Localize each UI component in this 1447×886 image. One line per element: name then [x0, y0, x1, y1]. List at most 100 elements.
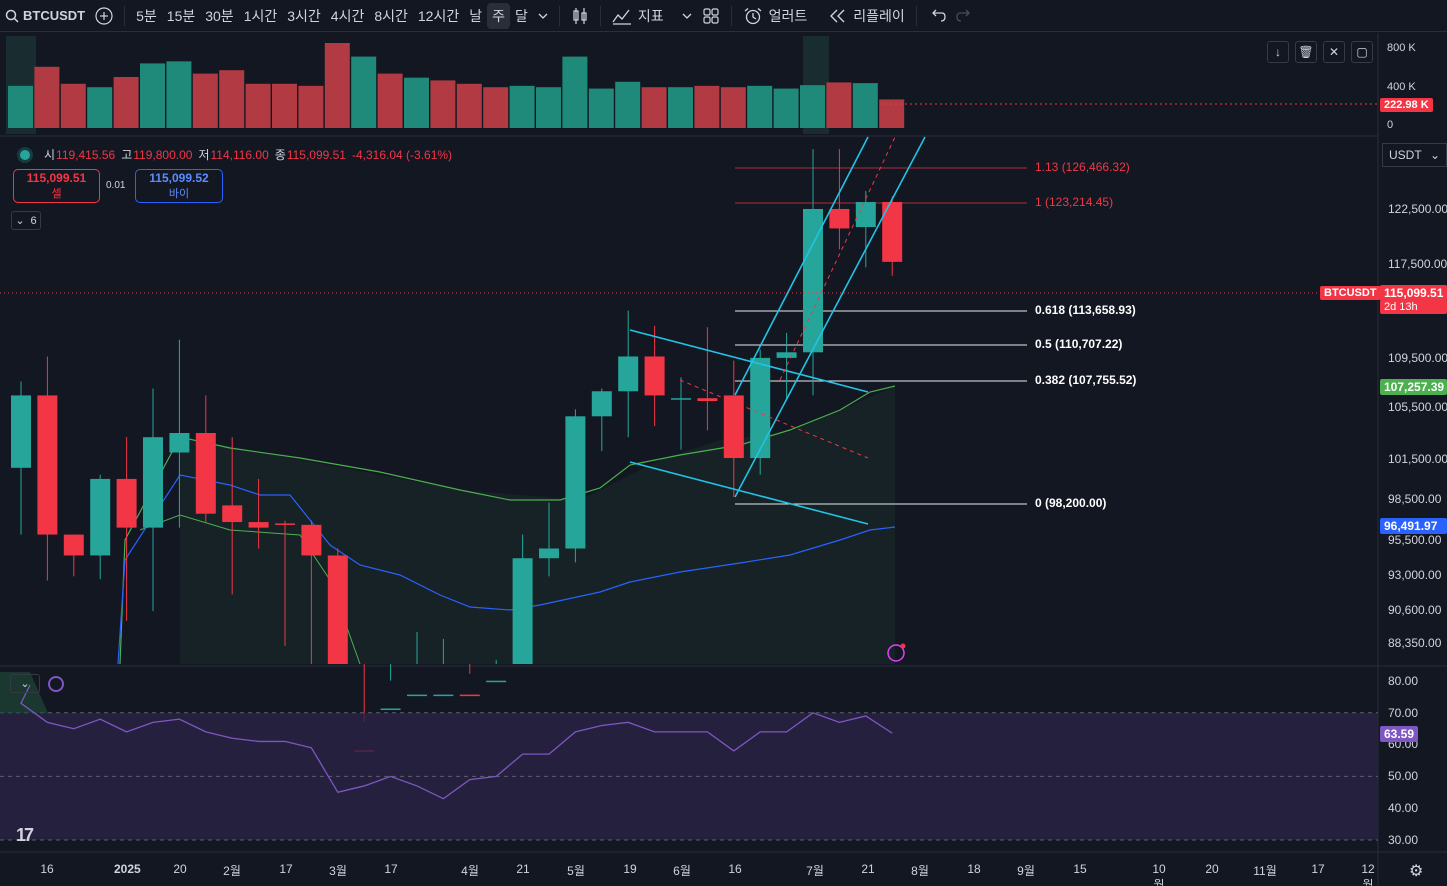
interval-week[interactable]: 주 [487, 2, 510, 29]
interval-label: 날 [469, 7, 483, 24]
compare-button[interactable] [90, 3, 118, 29]
price-tick-label: 90,600.00 [1388, 603, 1442, 617]
time-tick-label: 15 [1073, 862, 1087, 876]
low-value: 114,116.00 [210, 147, 269, 162]
high-value: 119,800.00 [133, 147, 193, 162]
interval-30m[interactable]: 30분 [200, 3, 238, 29]
ohlc-legend: 시 119,415.56 고 119,800.00 저 114,116.00 종 115… [20, 146, 452, 163]
volume-bar [245, 83, 271, 128]
candle-body [90, 478, 111, 556]
interval-4h[interactable]: 4시간 [326, 3, 370, 29]
indicators-dropdown[interactable] [677, 3, 697, 29]
indicators-button[interactable]: 지표 [607, 3, 669, 29]
maximize-pane-button[interactable]: ▢ [1351, 41, 1373, 63]
time-tick-label: 21 [516, 862, 530, 876]
interval-5m[interactable]: 5분 [131, 3, 162, 29]
collapse-pane-button[interactable]: ✕ [1323, 41, 1345, 63]
channel-line [629, 461, 869, 525]
interval-12h[interactable]: 12시간 [413, 3, 464, 29]
time-tick-label: 19 [623, 862, 637, 876]
price-tick-label: 101,500.00 [1388, 452, 1447, 466]
arrow-down-icon: ↓ [1275, 45, 1281, 59]
chevron-down-icon: ⌄ [1429, 148, 1440, 162]
move-pane-down-button[interactable]: ↓ [1267, 41, 1289, 63]
volume-bar [668, 87, 693, 128]
green-ma-tag: 107,257.39 [1380, 379, 1447, 395]
candle-body [618, 356, 639, 392]
volume-bar [60, 83, 86, 128]
time-tick-label: 6월 [673, 864, 691, 878]
channel-line [734, 136, 926, 498]
bar-countdown: 2d 13h [1380, 300, 1447, 314]
interval-dropdown[interactable] [533, 3, 553, 29]
gear-icon[interactable]: ⚙ [1409, 863, 1424, 880]
volume-bar [456, 83, 482, 128]
buy-button[interactable]: 115,099.52 바이 [135, 169, 223, 203]
price-tick-label: 88,350.00 [1388, 636, 1442, 650]
delete-pane-button[interactable]: 🗑 [1295, 41, 1317, 63]
interval-label: 주 [492, 7, 505, 24]
candle-body [459, 694, 480, 697]
interval-3h[interactable]: 3시간 [282, 3, 326, 29]
volume-tick-label: 800 K [1387, 42, 1416, 54]
open-label: 시 [44, 148, 56, 162]
volume-bar [562, 56, 588, 128]
indicators-toggle-button[interactable]: ⌄ 6 [11, 211, 41, 230]
volume-bar [773, 88, 799, 128]
volume-bar [509, 85, 535, 128]
time-tick-label: 20 [173, 862, 187, 876]
symbol-search-button[interactable]: BTCUSDT [0, 3, 90, 29]
time-tick-label: 17 [1311, 862, 1325, 876]
time-tick-label: 17 [384, 862, 398, 876]
interval-15m[interactable]: 15분 [162, 3, 200, 29]
time-tick-label: 2월 [223, 864, 241, 878]
candle-body [407, 694, 427, 697]
currency-select[interactable]: USDT ⌄ [1382, 143, 1447, 167]
candle-body [750, 357, 771, 459]
rsi-settings-icon[interactable] [48, 676, 64, 692]
rsi-toggle-button[interactable]: ⌄ [10, 674, 40, 693]
divider [124, 5, 126, 26]
indicator-count: 6 [30, 214, 37, 227]
rsi-value-tag: 63.59 [1380, 726, 1419, 742]
volume-last-tag: 222.98 K [1380, 98, 1433, 112]
replay-button[interactable]: 리플레이 [824, 3, 910, 29]
time-tick-label: 7월 [806, 864, 824, 878]
interval-8h[interactable]: 8시간 [369, 3, 413, 29]
alert-button[interactable]: 얼러트 [738, 3, 813, 29]
layouts-button[interactable] [697, 3, 725, 29]
interval-month[interactable]: 달 [510, 3, 533, 29]
fib-level-label: 0.382 (107,755.52) [1035, 373, 1137, 387]
volume-bar [351, 56, 377, 128]
candle-body [380, 708, 401, 711]
buy-label: 바이 [168, 188, 190, 200]
volume-bar [298, 85, 324, 128]
volume-bar [483, 87, 509, 128]
last-price-tag: 115,099.51 [1380, 285, 1447, 301]
redo-button[interactable] [951, 3, 979, 29]
time-tick-label: 2025 [114, 862, 141, 876]
volume-bar [87, 87, 113, 128]
price-tick-label: 93,000.00 [1388, 568, 1442, 582]
chart-type-button[interactable] [566, 3, 594, 29]
price-tick-label: 95,500.00 [1388, 533, 1442, 547]
candle-body [169, 433, 190, 453]
volume-bar [140, 63, 165, 128]
rsi-tick-label: 40.00 [1388, 801, 1419, 815]
open-value: 119,415.56 [56, 147, 116, 162]
interval-1h[interactable]: 1시간 [239, 3, 283, 29]
interval-day[interactable]: 날 [464, 3, 487, 29]
rsi-tick-label: 80.00 [1388, 674, 1419, 688]
change-value: -4,316.04 (-3.61%) [351, 147, 453, 162]
time-tick-label: 3월 [329, 864, 347, 878]
candle-body [829, 208, 850, 229]
channel-midline [779, 136, 896, 381]
blue-ma-tag: 96,491.97 [1380, 518, 1447, 534]
sell-button[interactable]: 115,099.51 셀 [13, 169, 100, 203]
time-tick-label: 16 [40, 862, 54, 876]
ma-cloud [180, 386, 895, 664]
undo-button[interactable] [923, 3, 951, 29]
divider [558, 5, 560, 26]
volume-bar [324, 43, 350, 128]
